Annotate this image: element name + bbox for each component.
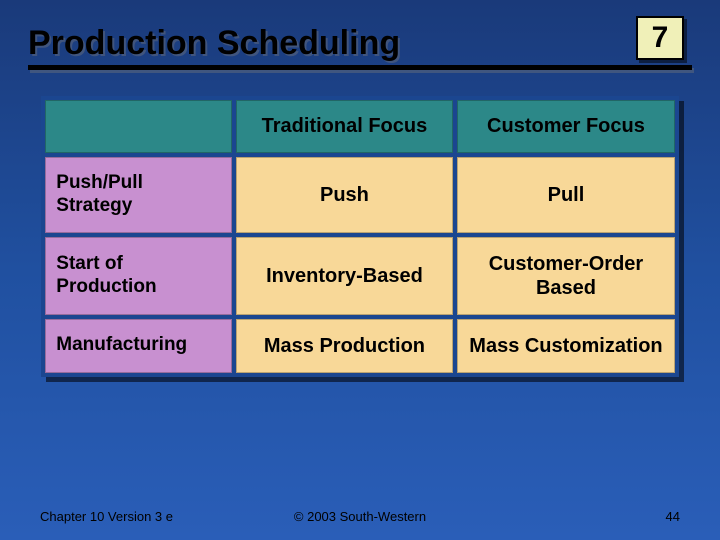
footer-page-number: 44 <box>666 509 680 524</box>
title-underline <box>28 65 692 70</box>
table-row: Manufacturing Mass Production Mass Custo… <box>45 319 674 373</box>
comparison-table-wrap: Traditional Focus Customer Focus Push/Pu… <box>41 96 678 377</box>
row-label: Manufacturing <box>45 319 231 373</box>
badge-number: 7 <box>652 21 669 55</box>
table-cell: Inventory-Based <box>236 237 454 315</box>
row-label: Start of Production <box>45 237 231 315</box>
table-header-col2: Customer Focus <box>457 100 675 153</box>
slide: 7 Production Scheduling Traditional Focu… <box>0 0 720 540</box>
footer-center: © 2003 South-Western <box>294 509 426 524</box>
table-row: Start of Production Inventory-Based Cust… <box>45 237 674 315</box>
table-cell: Mass Customization <box>457 319 675 373</box>
table-cell: Pull <box>457 157 675 233</box>
comparison-table: Traditional Focus Customer Focus Push/Pu… <box>41 96 678 377</box>
table-cell: Customer-Order Based <box>457 237 675 315</box>
table-header-blank <box>45 100 231 153</box>
table-cell: Push <box>236 157 454 233</box>
page-title: Production Scheduling <box>28 18 692 63</box>
table-cell: Mass Production <box>236 319 454 373</box>
row-label: Push/Pull Strategy <box>45 157 231 233</box>
table-header-row: Traditional Focus Customer Focus <box>45 100 674 153</box>
table-header-col1: Traditional Focus <box>236 100 454 153</box>
chapter-number-badge: 7 <box>636 16 684 60</box>
slide-footer: Chapter 10 Version 3 e © 2003 South-West… <box>0 509 720 524</box>
footer-left: Chapter 10 Version 3 e <box>40 509 173 524</box>
table-row: Push/Pull Strategy Push Pull <box>45 157 674 233</box>
